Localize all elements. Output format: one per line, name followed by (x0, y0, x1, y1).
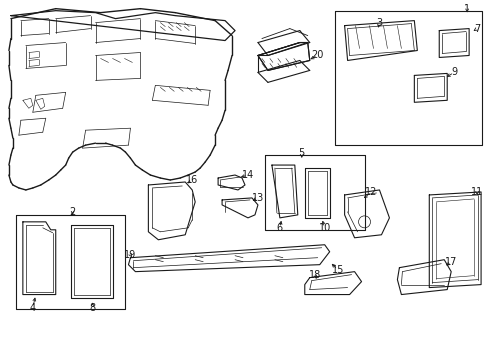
Text: 6: 6 (277, 223, 283, 233)
Text: 1: 1 (464, 4, 470, 14)
Text: 5: 5 (299, 148, 305, 158)
Text: 19: 19 (124, 250, 137, 260)
Text: 7: 7 (474, 24, 480, 33)
Text: 2: 2 (70, 207, 76, 217)
Text: 11: 11 (471, 187, 483, 197)
Text: 13: 13 (252, 193, 264, 203)
Text: 3: 3 (376, 18, 383, 28)
Text: 9: 9 (451, 67, 457, 77)
Text: 10: 10 (318, 223, 331, 233)
Text: 17: 17 (445, 257, 457, 267)
Text: 18: 18 (309, 270, 321, 280)
Text: 16: 16 (186, 175, 198, 185)
Text: 4: 4 (30, 302, 36, 312)
Text: 14: 14 (242, 170, 254, 180)
Text: 8: 8 (90, 302, 96, 312)
Text: 20: 20 (312, 50, 324, 60)
Text: 15: 15 (331, 265, 344, 275)
Text: 12: 12 (366, 187, 378, 197)
